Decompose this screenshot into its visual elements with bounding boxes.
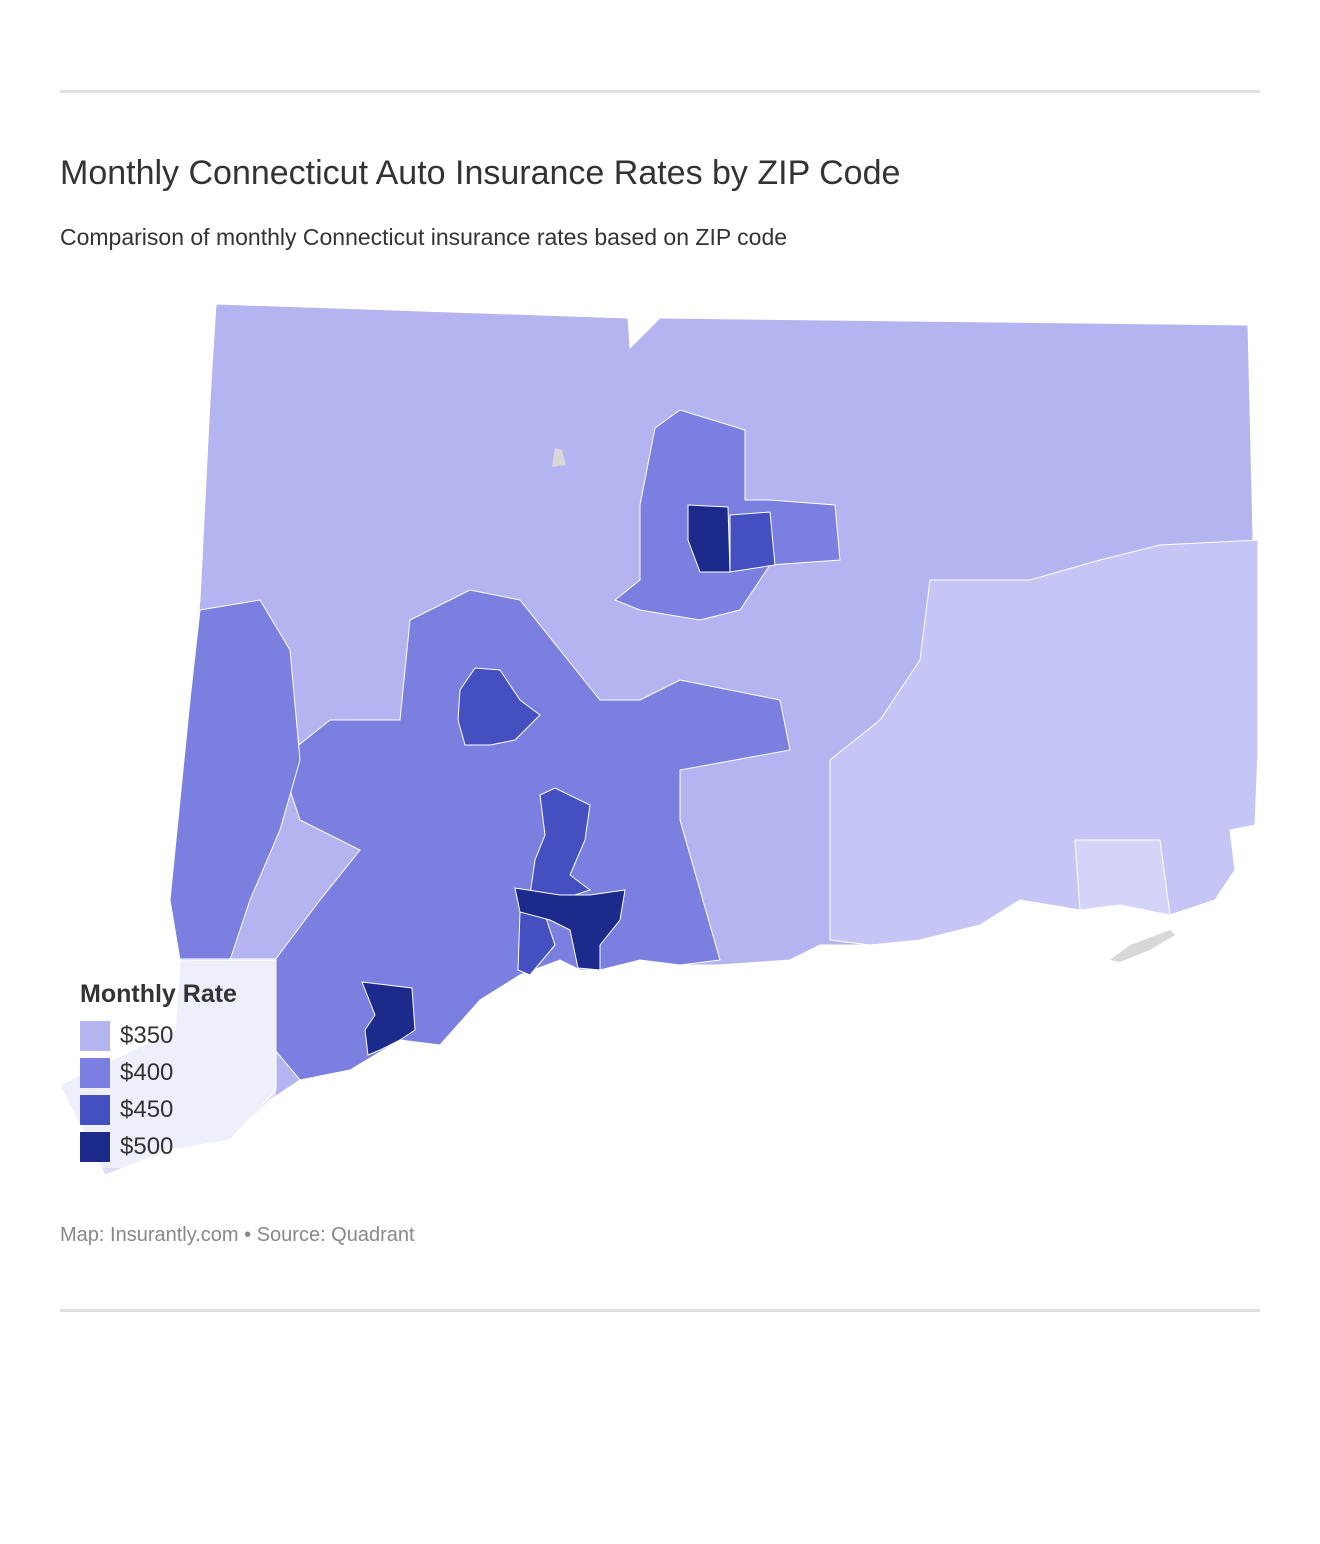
- source: Map: Insurantly.com • Source: Quadrant: [60, 1224, 415, 1246]
- legend-title: Monthly Rate: [80, 980, 237, 1008]
- legend-label: $500: [120, 1133, 174, 1160]
- legend: Monthly Rate $350 $400 $450 $500: [60, 958, 276, 1168]
- waterbury: [457, 667, 541, 746]
- hartford: [687, 504, 731, 573]
- coast-region: [1074, 839, 1171, 916]
- legend-swatch: [80, 1021, 110, 1051]
- bridgeport: [361, 981, 416, 1056]
- reservoir: [552, 448, 566, 467]
- legend-swatch: [80, 1095, 110, 1125]
- legend-swatch: [80, 1058, 110, 1088]
- divider: [60, 90, 1260, 93]
- legend-label: $400: [120, 1059, 174, 1086]
- subtitle: Comparison of monthly Connecticut insura…: [60, 224, 788, 250]
- divider: [60, 1309, 1260, 1312]
- legend-swatch: [80, 1132, 110, 1162]
- legend-label: $350: [120, 1022, 174, 1049]
- new-haven: [514, 887, 626, 971]
- central-region: [259, 589, 791, 1081]
- hartford-east: [729, 511, 776, 573]
- new-haven-north: [529, 787, 592, 901]
- title: Monthly Connecticut Auto Insurance Rates…: [60, 154, 901, 192]
- island: [1110, 930, 1175, 962]
- legend-label: $450: [120, 1096, 174, 1123]
- west-region: [169, 599, 301, 961]
